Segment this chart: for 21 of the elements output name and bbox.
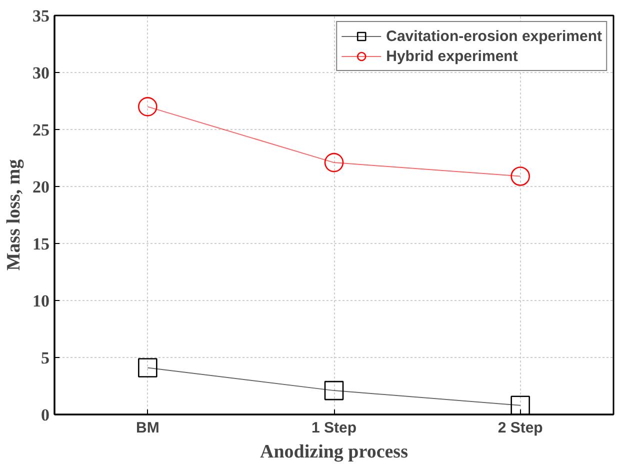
y-tick-label: 15 [32, 234, 50, 254]
y-tick-label: 0 [41, 406, 50, 424]
point [324, 152, 344, 172]
point [138, 358, 158, 378]
point [138, 97, 158, 116]
y-tick-label: 20 [32, 178, 50, 196]
y-tick-label: 25 [32, 120, 50, 140]
point [510, 166, 530, 186]
y-tick-label: 35 [32, 6, 50, 26]
y-axis-title: Mass loss, mg [4, 158, 24, 271]
x-tick-label: BM [136, 420, 160, 436]
point [324, 380, 344, 400]
x-tick-label: 2 Step [498, 420, 543, 436]
y-tick-label: 10 [32, 292, 50, 310]
y-tick-label: 5 [41, 348, 50, 368]
point [510, 396, 530, 414]
x-axis-title: Anodizing process [260, 442, 408, 462]
x-tick-label: 1 Step [311, 420, 357, 436]
legend-label: Hybrid experiment [386, 48, 518, 64]
legend-label: Cavitation-erosion experiment [386, 28, 602, 44]
y-tick-label: 30 [32, 64, 50, 82]
